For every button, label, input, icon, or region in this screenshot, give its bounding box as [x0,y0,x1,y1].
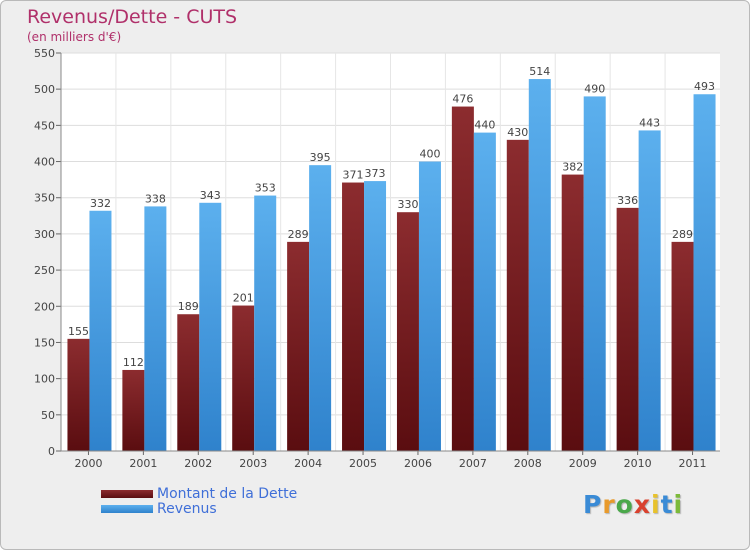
bar-dette [67,338,90,451]
bar-revenus [418,161,441,451]
y-tick-label: 450 [34,119,55,132]
y-tick-label: 300 [34,228,55,241]
bar-dette [287,241,310,451]
bar-revenus [583,96,606,451]
x-tick-label: 2001 [129,457,157,470]
bar-revenus [528,79,551,452]
data-label-revenus: 514 [529,65,550,78]
y-tick-label: 500 [34,83,55,96]
data-label-revenus: 493 [694,80,715,93]
data-label-dette: 382 [562,161,583,174]
axes: 0 50 100 150 200 250 300 350 400 450 500 550 2000 200… [34,47,720,470]
bar-revenus [199,202,222,451]
x-tick-label: 2010 [624,457,652,470]
legend-swatch-dette [101,490,153,498]
bar-revenus [254,195,277,451]
y-tick-label: 150 [34,336,55,349]
data-label-dette: 201 [233,292,254,305]
data-label-revenus: 443 [639,116,660,129]
bar-chart: 155 332 112 338 189 343 201 353 289 395 371 373 330 4… [34,47,720,470]
data-label-dette: 476 [452,93,473,106]
data-label-revenus: 490 [584,82,605,95]
y-tick-label: 200 [34,300,55,313]
bar-dette [671,241,694,451]
bar-revenus [693,94,716,451]
data-label-revenus: 373 [365,167,386,180]
data-label-revenus: 400 [419,148,440,161]
bar-dette [122,369,145,451]
y-tick-label: 100 [34,373,55,386]
bar-dette [396,212,419,451]
bar-revenus [364,181,387,452]
data-label-dette: 430 [507,126,528,139]
data-label-dette: 112 [123,356,144,369]
bar-dette [506,139,529,451]
bar-revenus [309,165,332,451]
legend-swatch-revenus [101,505,153,513]
data-label-dette: 155 [68,325,89,338]
y-tick-label: 550 [34,47,55,60]
bar-dette [616,207,639,451]
bar-dette [561,174,584,451]
y-tick-label: 50 [41,409,55,422]
legend-label-revenus: Revenus [157,501,217,517]
data-label-revenus: 353 [255,182,276,195]
y-tick-label: 350 [34,192,55,205]
proxiti-logo: Proxiti [583,490,684,519]
data-label-revenus: 343 [200,189,221,202]
y-tick-label: 250 [34,264,55,277]
y-tick-label: 0 [48,445,55,458]
x-tick-label: 2007 [459,457,487,470]
x-tick-label: 2000 [74,457,102,470]
data-label-dette: 289 [672,228,693,241]
y-tick-label: 400 [34,156,55,169]
x-tick-label: 2008 [514,457,542,470]
bar-dette [177,314,200,451]
data-label-revenus: 395 [310,151,331,164]
legend-label-dette: Montant de la Dette [157,486,298,502]
bar-revenus [473,132,496,451]
chart-subtitle: (en milliers d'€) [27,30,122,44]
bars [67,79,716,452]
bar-dette [342,182,365,451]
data-label-dette: 330 [397,198,418,211]
bar-revenus [638,130,661,452]
bar-revenus [89,210,112,451]
x-tick-label: 2006 [404,457,432,470]
data-label-dette: 371 [343,169,364,182]
data-labels: 155 332 112 338 189 343 201 353 289 395 371 373 330 4… [68,65,715,369]
data-label-revenus: 440 [474,119,495,132]
x-tick-label: 2005 [349,457,377,470]
grid-lines [61,52,720,452]
x-tick-label: 2002 [184,457,212,470]
x-tick-label: 2009 [569,457,597,470]
data-label-revenus: 332 [90,197,111,210]
bar-revenus [144,206,167,451]
data-label-revenus: 338 [145,192,166,205]
x-tick-label: 2003 [239,457,267,470]
bar-dette [232,305,255,451]
x-tick-label: 2004 [294,457,322,470]
data-label-dette: 289 [288,228,309,241]
data-label-dette: 336 [617,194,638,207]
data-label-dette: 189 [178,300,199,313]
x-tick-label: 2011 [679,457,707,470]
bar-dette [451,106,474,452]
chart-title: Revenus/Dette - CUTS [27,6,238,28]
